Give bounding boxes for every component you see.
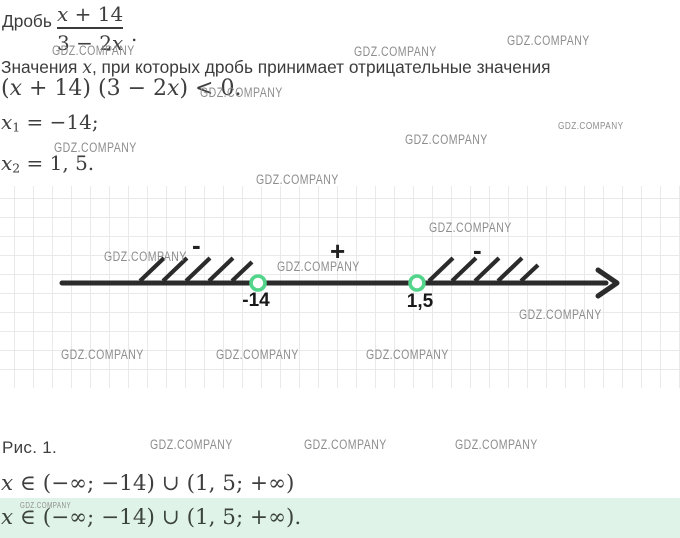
watermark: GDZ.COMPANY: [366, 347, 449, 362]
figure-caption: Рис. 1.: [2, 438, 58, 457]
axis-arrow-icon: [595, 267, 620, 299]
ineq-part: + 14) (3 − 2: [22, 76, 168, 101]
fraction-denominator: 3 − 2x: [57, 31, 123, 55]
watermark: GDZ.COMPANY: [429, 220, 512, 235]
fraction-bar: [57, 27, 124, 29]
watermark: GDZ.COMPANY: [405, 132, 488, 147]
watermark: GDZ.COMPANY: [54, 140, 137, 155]
watermark: GDZ.COMPANY: [558, 120, 624, 132]
answer-variable: x: [1, 505, 14, 530]
watermark: GDZ.COMPANY: [277, 259, 360, 274]
interval-sign-right: -: [473, 235, 482, 265]
denominator-variable: x: [111, 31, 124, 55]
root1-subscript: 1: [12, 119, 21, 135]
ineq-variable: x: [167, 76, 180, 101]
interval-sign-left: -: [192, 230, 201, 260]
answer-intervals: (−∞; −14) ∪ (1, 5; +∞).: [42, 505, 302, 530]
solution-line: x ∈ (−∞; −14) ∪ (1, 5; +∞): [1, 471, 294, 496]
numerator-variable: x: [57, 2, 69, 26]
hatch-region-right: [427, 256, 540, 283]
ineq-part: ) < 0.: [179, 76, 242, 101]
watermark: GDZ.COMPANY: [200, 85, 283, 100]
hatch-region-left: [138, 256, 254, 283]
watermark: GDZ.COMPANY: [455, 437, 538, 452]
root1-line: x1 = −14;: [1, 110, 99, 135]
fraction-numerator: x + 14: [57, 2, 123, 26]
watermark: GDZ.COMPANY: [104, 249, 187, 264]
open-point-1-5: [408, 274, 426, 292]
fraction-period: .: [131, 22, 138, 46]
condition-text: Значения x, при которых дробь принимает …: [1, 57, 550, 78]
root2-variable: x: [1, 151, 13, 175]
root2-value: = 1, 5.: [20, 151, 95, 175]
root2-line: x2 = 1, 5.: [1, 151, 94, 176]
root1-value: = −14;: [20, 110, 99, 134]
root2-subscript: 2: [12, 160, 21, 176]
watermark: GDZ.COMPANY: [519, 307, 602, 322]
problem-intro-label: Дробь: [2, 11, 52, 31]
watermark: GDZ.COMPANY: [52, 43, 135, 58]
watermark: GDZ.COMPANY: [61, 347, 144, 362]
root1-variable: x: [1, 110, 13, 134]
condition-pre: Значения: [1, 57, 83, 77]
answer-line: x ∈ (−∞; −14) ∪ (1, 5; +∞).: [1, 505, 301, 530]
fraction: x + 14 3 − 2x: [57, 2, 124, 55]
watermark: GDZ.COMPANY: [354, 44, 437, 59]
condition-variable: x: [82, 58, 92, 78]
point-label-1-5: 1,5: [406, 291, 434, 312]
grid-paper-background: [0, 186, 680, 388]
number-line-figure: [59, 256, 620, 299]
answer-highlight: [0, 498, 680, 538]
watermark: GDZ.COMPANY: [256, 172, 339, 187]
watermark: GDZ.COMPANY: [507, 33, 590, 48]
point-label-minus14: -14: [242, 290, 270, 311]
condition-post: , при которых дробь принимает отрицатель…: [91, 57, 551, 77]
interval-sign-middle: +: [330, 236, 346, 266]
solution-variable: x: [1, 471, 14, 496]
ineq-part: (: [1, 76, 10, 101]
ineq-variable: x: [9, 76, 23, 101]
answer-relation: ∈: [13, 505, 43, 530]
numerator-rest: + 14: [68, 2, 124, 26]
watermark: GDZ.COMPANY: [304, 437, 387, 452]
denominator-pre: 3 − 2: [57, 31, 112, 55]
open-point-minus14: [249, 274, 267, 292]
watermark: GDZ.COMPANY: [216, 347, 299, 362]
solution-intervals: (−∞; −14) ∪ (1, 5; +∞): [42, 471, 295, 496]
watermark: GDZ.COMPANY: [150, 437, 233, 452]
solution-relation: ∈: [13, 471, 43, 496]
inequality-line: (x + 14) (3 − 2x) < 0.: [1, 76, 241, 101]
watermark: GDZ.COMPANY: [20, 501, 72, 510]
